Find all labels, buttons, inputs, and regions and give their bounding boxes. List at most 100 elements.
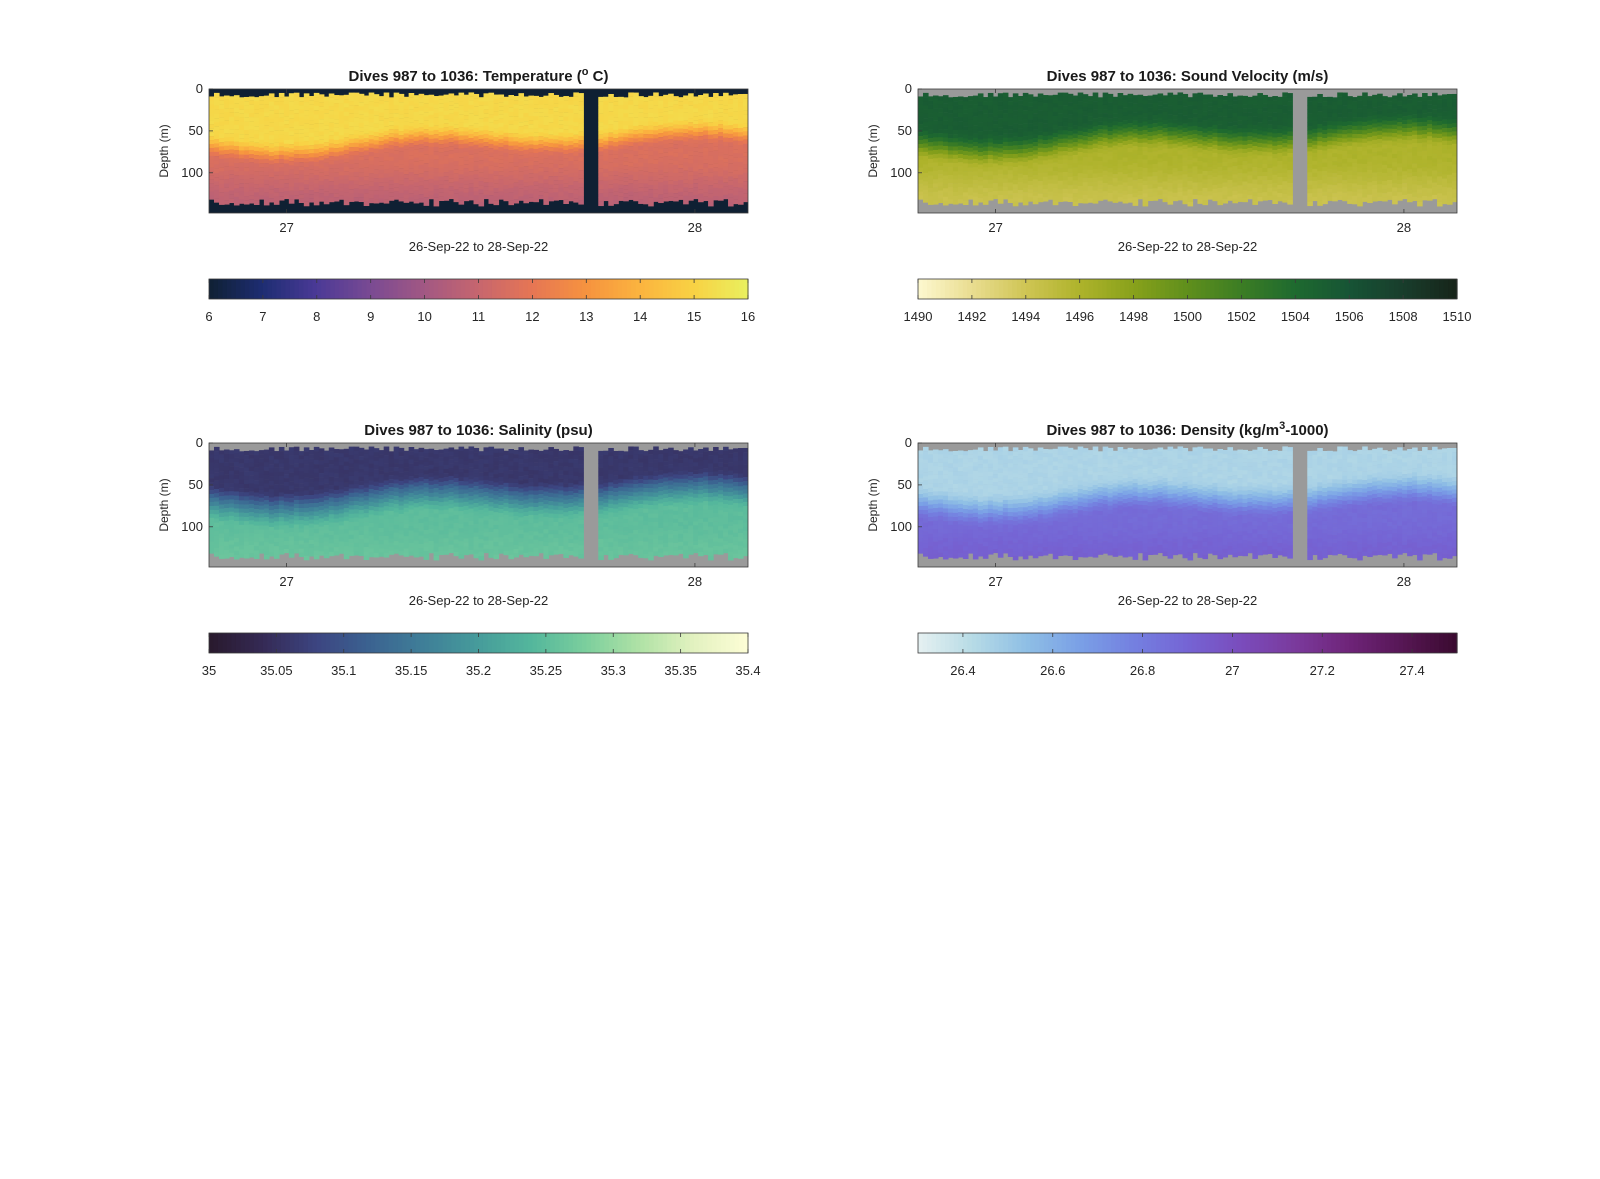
data-cell [548, 101, 554, 106]
data-cell [972, 184, 979, 189]
data-cell [538, 124, 544, 129]
data-cell [213, 185, 220, 191]
data-cell [688, 126, 694, 131]
data-cell [1067, 160, 1074, 165]
data-cell [658, 198, 664, 204]
data-cell [368, 190, 375, 195]
data-cell [738, 183, 744, 188]
data-cell [298, 97, 305, 102]
data-cell [233, 196, 240, 202]
data-cell [413, 149, 420, 154]
data-cell [278, 175, 285, 180]
data-cell [698, 148, 704, 153]
data-cell [248, 137, 255, 142]
data-cell [598, 105, 604, 110]
data-cell [453, 136, 460, 141]
data-cell [1117, 151, 1124, 156]
data-cell [1022, 148, 1029, 154]
data-cell [648, 189, 654, 194]
data-cell [1012, 97, 1019, 103]
data-cell [608, 141, 614, 146]
data-cell [1167, 187, 1174, 192]
data-cell [388, 188, 395, 193]
data-cell [1097, 97, 1104, 102]
data-cell [403, 117, 410, 122]
data-cell [698, 164, 704, 170]
data-cell [498, 187, 505, 192]
data-cell [373, 94, 380, 99]
data-cell [743, 123, 748, 128]
data-cell [353, 176, 360, 181]
data-cell [1142, 125, 1149, 131]
data-cell [209, 195, 215, 200]
data-cell [668, 184, 674, 189]
data-cell [1082, 173, 1089, 179]
data-cell [388, 109, 395, 114]
data-cell [952, 158, 959, 164]
data-cell [1077, 139, 1084, 144]
data-cell [1282, 134, 1288, 140]
data-cell [218, 96, 225, 101]
data-cell [428, 110, 435, 116]
data-cell [997, 169, 1004, 175]
data-cell [1077, 181, 1084, 187]
data-cell [1142, 100, 1149, 105]
data-cell [493, 132, 500, 138]
data-cell [1107, 155, 1114, 161]
data-cell [428, 102, 435, 108]
data-cell [528, 144, 534, 149]
data-column [418, 93, 425, 203]
data-cell [418, 131, 425, 136]
data-cell [1242, 193, 1248, 199]
data-cell [1187, 113, 1194, 119]
chart-panel-2: Dives 987 to 1036: Sound Velocity (m/s)0… [866, 68, 1471, 324]
data-cell [633, 171, 639, 177]
data-cell [683, 183, 689, 188]
data-cell [568, 185, 574, 190]
data-cell [1127, 185, 1134, 191]
data-cell [673, 181, 679, 186]
data-cell [653, 126, 659, 131]
data-cell [658, 137, 664, 142]
data-cell [1142, 189, 1149, 194]
data-cell [363, 146, 370, 151]
data-cell [967, 112, 974, 117]
data-cell [1107, 168, 1114, 173]
data-cell [1187, 101, 1194, 106]
data-cell [428, 138, 435, 144]
data-cell [1137, 150, 1144, 156]
data-cell [1207, 195, 1214, 200]
data-cell [1097, 184, 1104, 189]
data-cell [1027, 131, 1034, 136]
data-cell [1192, 113, 1199, 118]
data-cell [1207, 134, 1214, 140]
data-cell [608, 106, 614, 112]
data-cell [1232, 145, 1239, 150]
data-cell [498, 159, 505, 164]
data-cell [1027, 114, 1034, 120]
data-cell [273, 192, 280, 197]
colorbar-segment [442, 279, 448, 299]
data-cell [623, 193, 629, 198]
data-cell [503, 100, 510, 106]
data-cell [438, 136, 445, 141]
data-cell [343, 175, 350, 180]
data-cell [1252, 104, 1258, 109]
data-cell [358, 181, 365, 186]
data-cell [942, 150, 949, 155]
data-cell [1067, 127, 1074, 132]
data-cell [1037, 164, 1044, 169]
data-cell [553, 151, 559, 157]
data-cell [698, 123, 704, 129]
data-cell [743, 114, 748, 120]
data-cell [693, 187, 699, 192]
data-cell [488, 96, 495, 102]
data-cell [1042, 139, 1049, 145]
data-cell [1192, 137, 1199, 143]
data-column [1152, 94, 1159, 201]
data-cell [1217, 137, 1224, 142]
data-column [628, 92, 634, 200]
data-cell [977, 156, 984, 161]
data-cell [648, 125, 654, 131]
data-cell [947, 150, 954, 155]
